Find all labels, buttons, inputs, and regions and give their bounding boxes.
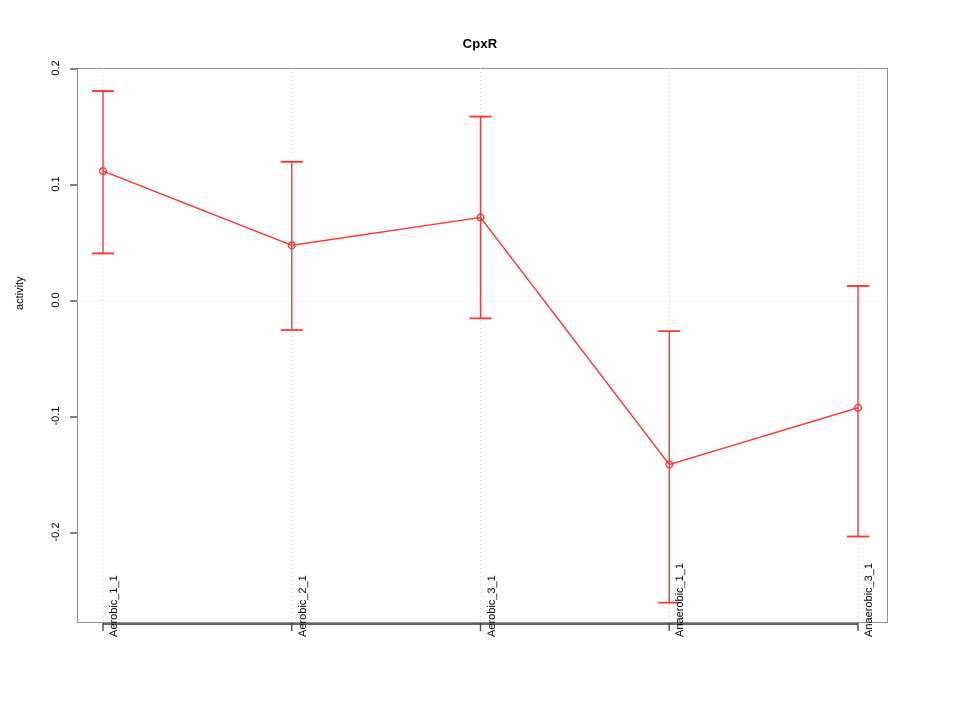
y-tick-label: -0.2 — [50, 522, 62, 542]
x-tick-label: Anaerobic_3_1 — [863, 562, 875, 637]
y-tick-label: 0.2 — [50, 60, 62, 76]
x-tick-label: Aerobic_1_1 — [108, 575, 120, 637]
y-axis-label: activity — [14, 276, 26, 310]
x-tick-label: Anaerobic_1_1 — [674, 562, 687, 637]
x-tick-label: Aerobic_2_1 — [296, 575, 309, 637]
chart-title: CpxR — [462, 36, 498, 51]
plot-area — [77, 68, 888, 623]
x-tick-label: Aerobic_3_1 — [485, 575, 498, 637]
y-tick-label: 0.0 — [50, 292, 62, 308]
y-tick-label: -0.1 — [50, 406, 62, 426]
y-tick-label: 0.1 — [50, 176, 62, 192]
